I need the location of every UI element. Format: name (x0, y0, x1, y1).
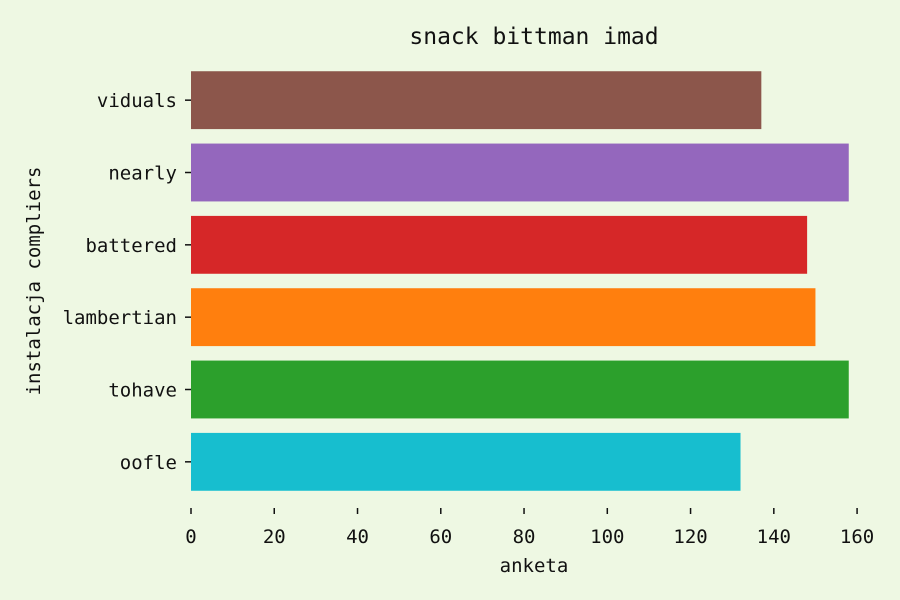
x-tick-label: 140 (757, 526, 791, 548)
x-ticks-group: 0 20 40 60 80 100 120 140 160 (185, 508, 874, 548)
bar-tohave (191, 360, 849, 419)
y-ticks-group: oofle tohave lambertian battered nearly vidua… (63, 90, 191, 474)
chart-title: snack bittman imad (409, 24, 658, 50)
x-axis-label: anketa (500, 555, 569, 577)
bar-lambertian (191, 288, 816, 347)
bar-battered (191, 215, 808, 274)
y-tick-label: lambertian (63, 307, 177, 329)
y-tick-label: oofle (120, 452, 177, 474)
y-tick-label: viduals (97, 90, 177, 112)
bar-nearly (191, 143, 849, 202)
y-axis-label: instalacja compliers (23, 167, 45, 396)
x-tick-label: 0 (185, 526, 196, 548)
x-tick-label: 80 (513, 526, 536, 548)
bars-group (191, 71, 849, 491)
x-tick-label: 120 (673, 526, 707, 548)
y-tick-label: battered (85, 235, 177, 257)
x-tick-label: 40 (346, 526, 369, 548)
bar-viduals (191, 71, 762, 130)
y-tick-label: nearly (108, 163, 177, 185)
bar-oofle (191, 432, 741, 491)
x-tick-label: 160 (840, 526, 874, 548)
x-tick-label: 20 (263, 526, 286, 548)
x-tick-label: 100 (590, 526, 624, 548)
x-tick-label: 60 (429, 526, 452, 548)
y-tick-label: tohave (108, 380, 177, 402)
